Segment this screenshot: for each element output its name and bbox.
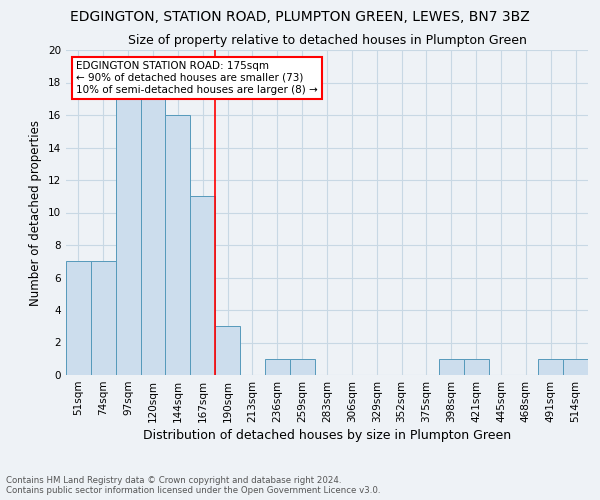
Text: EDGINGTON STATION ROAD: 175sqm
← 90% of detached houses are smaller (73)
10% of : EDGINGTON STATION ROAD: 175sqm ← 90% of … xyxy=(76,62,318,94)
Title: Size of property relative to detached houses in Plumpton Green: Size of property relative to detached ho… xyxy=(128,34,526,48)
Bar xyxy=(439,359,464,375)
Bar xyxy=(66,261,91,375)
Bar xyxy=(538,359,563,375)
Bar xyxy=(215,326,240,375)
Bar xyxy=(91,261,116,375)
Text: EDGINGTON, STATION ROAD, PLUMPTON GREEN, LEWES, BN7 3BZ: EDGINGTON, STATION ROAD, PLUMPTON GREEN,… xyxy=(70,10,530,24)
Bar xyxy=(464,359,488,375)
Text: Contains HM Land Registry data © Crown copyright and database right 2024.
Contai: Contains HM Land Registry data © Crown c… xyxy=(6,476,380,495)
Bar xyxy=(563,359,588,375)
Y-axis label: Number of detached properties: Number of detached properties xyxy=(29,120,43,306)
Bar xyxy=(265,359,290,375)
X-axis label: Distribution of detached houses by size in Plumpton Green: Distribution of detached houses by size … xyxy=(143,429,511,442)
Bar xyxy=(166,115,190,375)
Bar xyxy=(116,99,140,375)
Bar xyxy=(190,196,215,375)
Bar xyxy=(290,359,314,375)
Bar xyxy=(140,99,166,375)
